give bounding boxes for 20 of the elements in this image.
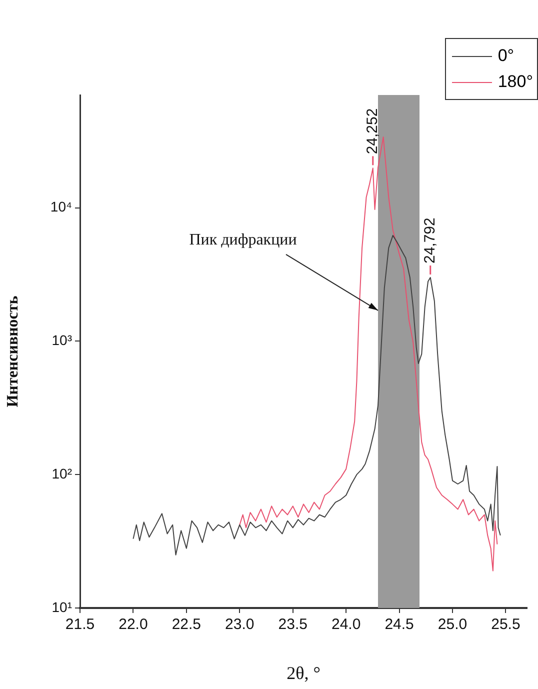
legend-label: 0°	[498, 46, 514, 66]
x-tick-label: 25.5	[491, 616, 520, 634]
x-tick-label: 25.0	[438, 616, 468, 634]
legend-label: 180°	[498, 72, 533, 92]
annotation: 24,792	[422, 218, 439, 264]
x-tick-label: 22.0	[118, 616, 148, 634]
annotation: 24,252	[364, 108, 382, 154]
annotation: Пик дифракции	[189, 232, 298, 249]
y-tick-label: 10³	[52, 332, 72, 348]
y-tick-label: 10¹	[52, 598, 72, 615]
y-tick-label: 10⁴	[50, 198, 72, 215]
x-tick-label: 22.5	[172, 616, 202, 634]
x-tick-label: 23.5	[278, 616, 308, 634]
x-axis-title: 2θ, °	[286, 662, 320, 683]
x-tick-label: 23.0	[225, 616, 254, 634]
x-tick-label: 24.0	[331, 616, 361, 634]
x-tick-label: 24.5	[384, 616, 414, 634]
x-tick-label: 21.5	[65, 616, 95, 634]
y-tick-label: 10²	[52, 465, 72, 482]
y-axis-title: Интенсивность	[4, 295, 22, 408]
